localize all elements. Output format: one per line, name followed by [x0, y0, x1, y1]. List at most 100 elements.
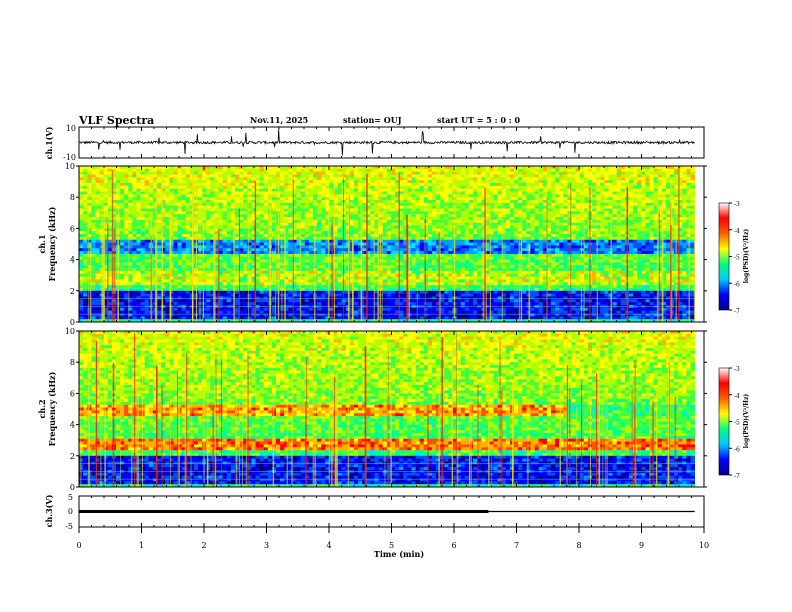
ch1-spectrogram-cell [136, 171, 141, 175]
ch1-spectrogram-cell [156, 185, 162, 190]
ch1-spectrogram-cell [440, 202, 445, 207]
ch1-spectrogram-cell [370, 239, 375, 243]
ch1-spectrogram-cell [608, 188, 613, 192]
ch1-spectrogram-cell [563, 253, 568, 258]
ch1-spectrogram-cell [218, 191, 224, 195]
ch1-spectrogram-cell [686, 194, 691, 198]
ch1-spectrogram-cell [596, 205, 601, 209]
ch1-spectrogram-cell [501, 242, 507, 246]
ch1-spectrogram-cell [325, 245, 330, 249]
ch1-spectrogram-cell [395, 222, 400, 226]
ch1-spectrogram-cell [91, 239, 96, 243]
ch1-spectrogram-cell [243, 205, 248, 209]
ch1-spectrogram-cell [120, 245, 125, 249]
ch1-spectrogram-cell [271, 191, 277, 195]
ch1-spectrogram-cell [583, 183, 589, 187]
ch1-spectrogram-cell [530, 242, 535, 246]
ch1-spectrogram-cell [522, 256, 527, 260]
ch1-spectrogram-cell [612, 214, 618, 218]
ch1-spectrogram-cell [206, 231, 211, 235]
ch1-spectrogram-cell [464, 228, 470, 232]
ch1-spectrogram-cell [501, 168, 507, 173]
ch1-spectrogram-cell [538, 200, 544, 204]
ch1-spectrogram-cell [616, 225, 622, 229]
ch1-spectrogram-cell [518, 253, 523, 258]
ch1-spectrogram-cell [161, 245, 166, 249]
ch1-spectrogram-cell [448, 200, 453, 204]
ch1-spectrogram-cell [95, 191, 100, 195]
ch1-spectrogram-cell [653, 208, 659, 212]
ch1-spectrogram-cell [604, 200, 609, 204]
ch1-spectrogram-cell [637, 166, 642, 170]
ch1-spectrogram-cell [411, 205, 416, 209]
ch1-spectrogram-cell [185, 214, 191, 218]
ch1-spectrogram-cell [341, 171, 347, 175]
ch1-spectrogram-cell [485, 208, 490, 212]
ch1-spectrogram-cell [407, 225, 412, 229]
ch1-spectrogram-cell [111, 217, 117, 221]
ch1-spectrogram-cell [132, 180, 137, 184]
ch1-spectrogram-cell [103, 174, 109, 178]
ch1-spectrogram-cell [596, 253, 601, 258]
ch1-spectrogram-cell [637, 214, 642, 218]
ch1-spectrogram-cell [665, 217, 671, 221]
ch1-spectrogram-cell [665, 231, 671, 235]
ch1-spectrogram-cell [436, 166, 441, 170]
ch1-spectrogram-cell [107, 205, 113, 209]
ch1-spectrogram-cell [489, 191, 494, 195]
ch1-spectrogram-cell [509, 236, 515, 241]
ch1-spectrogram-cell [312, 166, 318, 170]
ch1-spectrogram-cell [239, 168, 244, 173]
ch1-spectrogram-cell [464, 200, 470, 204]
ch1-spectrogram-cell [202, 234, 207, 238]
ch1-spectrogram-cell [292, 194, 297, 198]
ch1-spectrogram-cell [653, 171, 659, 175]
ch1-spectrogram-cell [481, 177, 486, 181]
ch1-spectrogram-cell [366, 194, 371, 198]
ch1-spectrogram-cell [386, 177, 392, 181]
ch1-spectrogram-cell [353, 208, 359, 212]
ch1-spectrogram-cell [645, 183, 650, 187]
ch1-spectrogram-cell [120, 219, 125, 224]
ch1-spectrogram-cell [234, 194, 240, 198]
ch1-spectrogram-cell [690, 177, 696, 181]
ch1-spectrogram-cell [546, 222, 552, 226]
ch1-spectrogram-cell [386, 185, 392, 190]
ch1-spectrogram-cell [107, 197, 113, 201]
ch1-spectrogram-cell [304, 242, 310, 246]
ch1-spectrogram-cell [633, 222, 638, 226]
ch1-spectrogram-cell [181, 166, 187, 170]
ch1-spectrogram-cell [95, 214, 100, 218]
ch1-spectrogram-cell [390, 200, 396, 204]
ch1-spectrogram-cell [358, 239, 363, 243]
ch1-spectrogram-cell [243, 177, 248, 181]
ch1-ylabel: ch.1(V) [44, 126, 54, 159]
ch1-spectrogram-cell [419, 248, 425, 252]
ch1-spectrogram-cell [489, 177, 494, 181]
ch1-spectrogram-cell [210, 211, 215, 215]
ch1-spectrogram-cell [243, 217, 248, 221]
ch1-spectrogram-cell [304, 248, 310, 252]
ch1-spectrogram-cell [497, 219, 503, 224]
ch1-spectrogram-cell [542, 217, 548, 221]
ch1-spectrogram-cell [173, 219, 178, 224]
ch1-spectrogram-cell [366, 214, 371, 218]
ch1-spectrogram-cell [353, 251, 359, 255]
ch1-spectrogram-cell [485, 200, 490, 204]
ch1-spectrogram-cell [456, 188, 462, 192]
ch1-spectrogram-cell [156, 205, 162, 209]
ch1-spectrogram-cell [103, 168, 109, 173]
ch1-spectrogram-cell [682, 228, 687, 232]
ch1-spectrogram-cell [115, 191, 121, 195]
ch1-spectrogram-cell [583, 236, 589, 241]
ch1-spectrogram-cell [148, 180, 154, 184]
ch1-spectrogram-cell [661, 236, 667, 241]
ch1-spectrogram-cell [247, 202, 252, 207]
ch1-spectrogram-cell [300, 211, 306, 215]
ch1-spectrogram-cell [464, 253, 470, 258]
ch1-spectrogram-cell [657, 202, 663, 207]
ch1-spectrogram-cell [103, 251, 109, 255]
ch1-spectrogram-cell [337, 171, 343, 175]
ch1-spectrogram-cell [83, 194, 88, 198]
ch1-spectrogram-cell [243, 194, 248, 198]
